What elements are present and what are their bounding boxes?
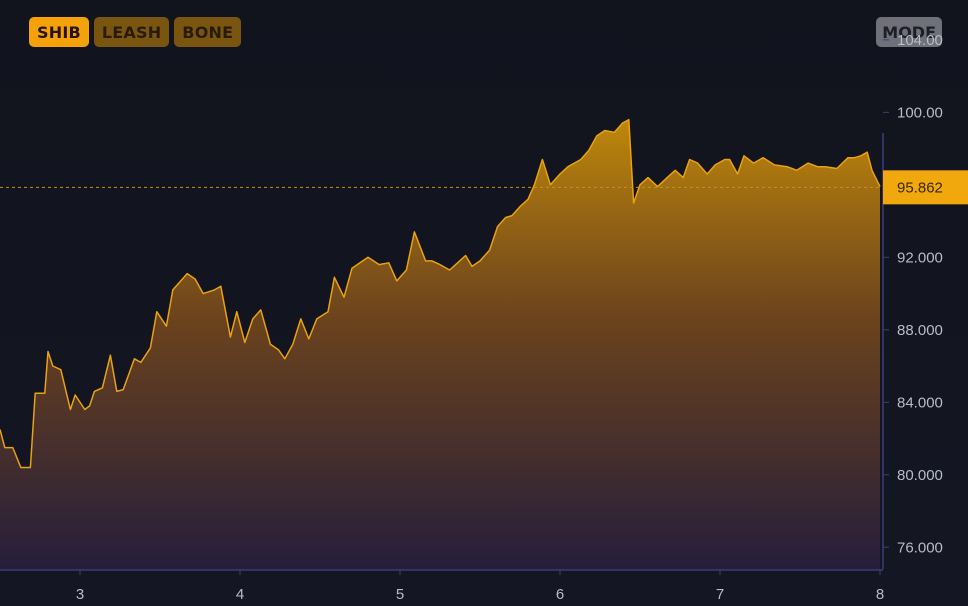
tab-leash[interactable]: LEASH bbox=[93, 17, 170, 47]
y-tick-label: 84.000 bbox=[897, 394, 943, 411]
y-tick-label: 92.000 bbox=[897, 249, 943, 266]
x-tick-label: 8 bbox=[876, 586, 884, 603]
x-tick-label: 3 bbox=[76, 586, 84, 603]
area-fill bbox=[0, 119, 880, 569]
y-tick-label: 88.000 bbox=[897, 322, 943, 339]
y-tick-label: 76.000 bbox=[897, 539, 943, 556]
price-line bbox=[0, 118, 881, 469]
y-tick-label: 80.000 bbox=[897, 467, 943, 484]
current-price-label: 95.862 bbox=[897, 179, 943, 196]
x-tick-label: 4 bbox=[236, 586, 244, 603]
y-tick-label: 104.00 bbox=[897, 32, 943, 49]
y-tick-label: 100.00 bbox=[897, 104, 943, 121]
asset-tabs: SHIB LEASH BONE bbox=[29, 17, 242, 47]
x-tick-label: 6 bbox=[556, 586, 564, 603]
x-tick-label: 5 bbox=[396, 586, 404, 603]
mode-button[interactable]: MODE bbox=[876, 17, 942, 47]
tab-bone[interactable]: BONE bbox=[174, 17, 242, 47]
x-tick-label: 7 bbox=[716, 586, 724, 603]
tab-shib[interactable]: SHIB bbox=[29, 17, 89, 47]
current-price-tag bbox=[883, 170, 968, 205]
